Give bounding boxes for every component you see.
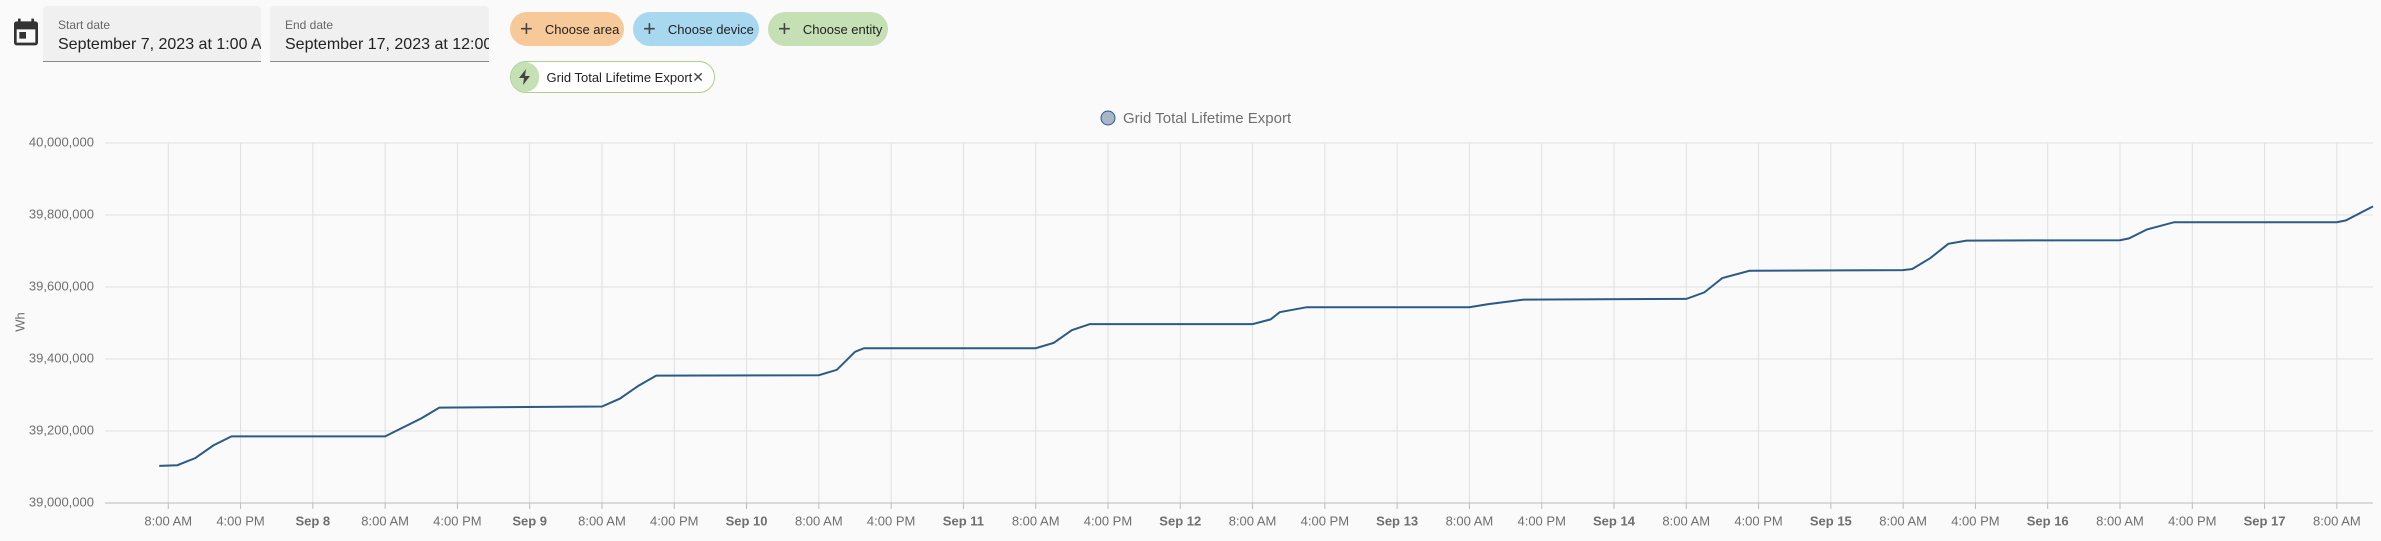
start-date-value: September 7, 2023 at 1:00 AM [58, 36, 261, 53]
x-tick-label: 8:00 AM [1012, 513, 1060, 528]
x-tick-label: Sep 10 [726, 513, 768, 528]
x-tick-label: 4:00 PM [1301, 513, 1349, 528]
legend-label: Grid Total Lifetime Export [1123, 110, 1292, 127]
x-tick-label: 4:00 PM [867, 513, 915, 528]
legend-swatch [1100, 110, 1116, 126]
x-tick-label: Sep 12 [1159, 513, 1201, 528]
selected-entity-chip[interactable]: Grid Total Lifetime Export ✕ [510, 61, 715, 93]
x-tick-label: 4:00 PM [650, 513, 698, 528]
entity-chip[interactable]: + Choose entity [768, 12, 888, 46]
x-tick-label: 8:00 AM [1446, 513, 1494, 528]
x-tick-label: 8:00 AM [2096, 513, 2144, 528]
device-chip[interactable]: + Choose device [633, 12, 759, 46]
entity-label: Choose entity [802, 21, 883, 37]
x-tick-label: 8:00 AM [1662, 513, 1710, 528]
x-tick-label: 4:00 PM [1734, 513, 1782, 528]
series-line [159, 205, 2374, 467]
y-tick-label: 39,000,000 [29, 494, 94, 509]
calendar-icon[interactable] [10, 16, 42, 48]
x-tick-label: Sep 9 [512, 513, 547, 528]
area-chip[interactable]: + Choose area [510, 12, 624, 46]
y-tick-label: 40,000,000 [29, 134, 94, 149]
x-tick-label: 8:00 AM [578, 513, 626, 528]
remove-icon[interactable]: ✕ [692, 68, 704, 85]
x-tick-label: 8:00 AM [1879, 513, 1927, 528]
x-tick-label: 4:00 PM [1517, 513, 1565, 528]
x-tick-label: Sep 13 [1376, 513, 1418, 528]
x-tick-label: Sep 14 [1593, 513, 1636, 528]
x-tick-label: 4:00 PM [216, 513, 264, 528]
x-tick-label: 8:00 AM [1229, 513, 1277, 528]
y-tick-label: 39,600,000 [29, 278, 94, 293]
x-tick-label: 8:00 AM [2313, 513, 2361, 528]
y-tick-label: 39,800,000 [29, 206, 94, 221]
y-tick-label: 39,400,000 [29, 350, 94, 365]
entity-icon [511, 62, 539, 92]
x-tick-label: Sep 16 [2027, 513, 2069, 528]
area-label: Choose area [544, 21, 620, 37]
end-date-label: End date [285, 18, 334, 32]
x-tick-label: 4:00 PM [2168, 513, 2216, 528]
x-tick-label: 8:00 AM [795, 513, 843, 528]
bolt-icon [518, 69, 530, 85]
x-tick-label: 4:00 PM [1084, 513, 1132, 528]
start-date-field[interactable]: Start date September 7, 2023 at 1:00 AM [43, 6, 261, 62]
x-tick-label: Sep 17 [2244, 513, 2286, 528]
y-axis-label: Wh [12, 312, 27, 332]
x-tick-label: Sep 8 [295, 513, 330, 528]
x-tick-label: 8:00 AM [361, 513, 409, 528]
x-tick-label: 4:00 PM [433, 513, 481, 528]
x-tick-label: Sep 11 [943, 513, 984, 528]
start-date-label: Start date [58, 18, 111, 32]
selected-entity-label: Grid Total Lifetime Export [546, 69, 693, 85]
device-label: Choose device [667, 21, 754, 37]
end-date-value: September 17, 2023 at 12:00 PM [285, 36, 489, 53]
y-tick-label: 39,200,000 [29, 422, 94, 437]
end-date-field[interactable]: End date September 17, 2023 at 12:00 PM [270, 6, 489, 62]
x-tick-label: 4:00 PM [1951, 513, 1999, 528]
x-tick-label: 8:00 AM [144, 513, 192, 528]
x-tick-label: Sep 15 [1810, 513, 1852, 528]
